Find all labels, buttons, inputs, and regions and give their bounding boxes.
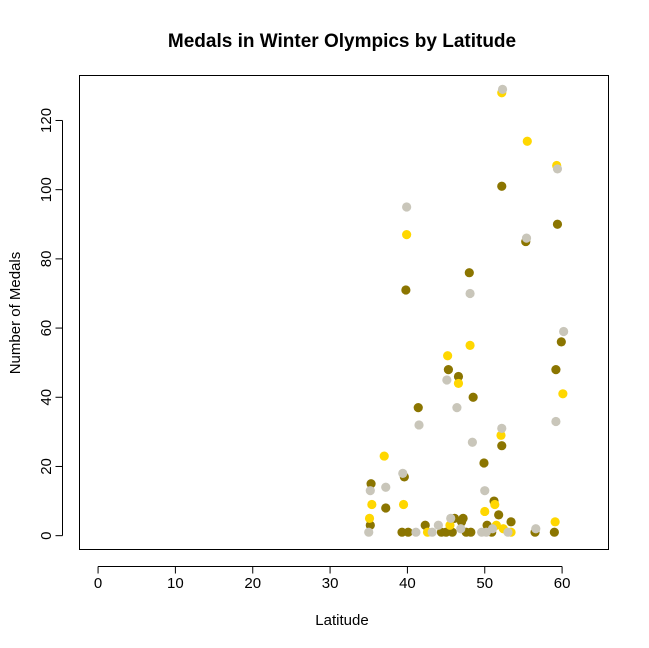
data-point (445, 520, 455, 530)
data-point (503, 527, 513, 537)
data-point (442, 375, 452, 385)
data-point (411, 527, 421, 537)
data-point (381, 503, 391, 513)
data-point (496, 430, 506, 440)
data-point (456, 524, 466, 534)
data-point (521, 233, 532, 243)
data-points (364, 84, 569, 537)
data-point (480, 486, 490, 496)
data-point (465, 288, 475, 299)
data-point (559, 326, 569, 337)
y-tick-label: 80 (38, 251, 55, 268)
data-point (366, 479, 376, 489)
data-point (403, 527, 413, 537)
data-point (365, 520, 375, 530)
data-point (381, 482, 391, 492)
data-point (465, 340, 475, 350)
y-tick-label: 60 (38, 320, 55, 337)
data-point (467, 437, 477, 447)
data-point (458, 513, 468, 523)
data-point (531, 524, 541, 534)
y-axis-label: Number of Medals (7, 252, 24, 375)
data-point (443, 351, 453, 361)
data-point (497, 181, 507, 191)
data-point (552, 219, 563, 229)
x-tick-label: 50 (476, 575, 493, 592)
data-point (497, 441, 507, 451)
data-point (494, 510, 504, 520)
series-1 (364, 88, 568, 537)
y-tick-label: 20 (38, 458, 55, 475)
x-tick-label: 20 (244, 575, 261, 592)
plot-area (79, 75, 609, 550)
data-point (414, 420, 424, 430)
data-point (490, 499, 500, 510)
data-point (497, 423, 507, 434)
data-point (549, 527, 559, 537)
data-point (466, 527, 476, 537)
data-point (497, 84, 508, 94)
data-point (446, 513, 456, 523)
y-tick-label: 40 (38, 389, 55, 406)
data-point (447, 527, 457, 537)
x-tick-label: 40 (399, 575, 416, 592)
chart-title: Medals in Winter Olympics by Latitude (168, 31, 516, 52)
data-point (468, 392, 478, 402)
data-point (522, 136, 532, 146)
data-point (453, 371, 464, 382)
data-point (433, 520, 443, 530)
data-point (551, 364, 561, 375)
data-point (453, 378, 464, 389)
data-point (480, 506, 490, 517)
data-point (558, 389, 568, 399)
data-point (401, 285, 411, 295)
data-point (420, 520, 430, 530)
x-tick-label: 60 (554, 575, 571, 592)
data-point (479, 458, 489, 468)
series-2 (364, 84, 569, 537)
data-point (398, 499, 409, 510)
data-point (452, 403, 462, 413)
data-point (464, 268, 474, 278)
data-point (551, 416, 561, 427)
x-tick-label: 10 (167, 575, 184, 592)
data-point (427, 527, 437, 537)
x-axis: 0 10 20 30 40 50 60 (94, 566, 571, 592)
data-point (443, 364, 454, 375)
data-point (398, 468, 408, 478)
x-tick-label: 30 (322, 575, 339, 592)
data-point (556, 337, 566, 347)
data-point (402, 202, 412, 212)
data-point (402, 230, 412, 240)
y-tick-label: 0 (38, 531, 55, 539)
data-point (364, 513, 375, 523)
data-point (413, 403, 423, 413)
y-tick-label: 100 (38, 177, 55, 202)
data-point (506, 517, 516, 527)
series-0 (365, 181, 566, 537)
x-axis-label: Latitude (315, 612, 368, 629)
data-point (550, 517, 560, 527)
data-point (552, 164, 563, 174)
data-point (367, 499, 377, 510)
y-tick-label: 120 (38, 108, 55, 133)
data-point (487, 524, 498, 534)
y-axis: 0 20 40 60 80 100 120 (38, 108, 63, 540)
x-tick-label: 0 (94, 575, 102, 592)
data-point (379, 451, 389, 461)
data-point (364, 527, 374, 537)
data-point (365, 486, 375, 496)
